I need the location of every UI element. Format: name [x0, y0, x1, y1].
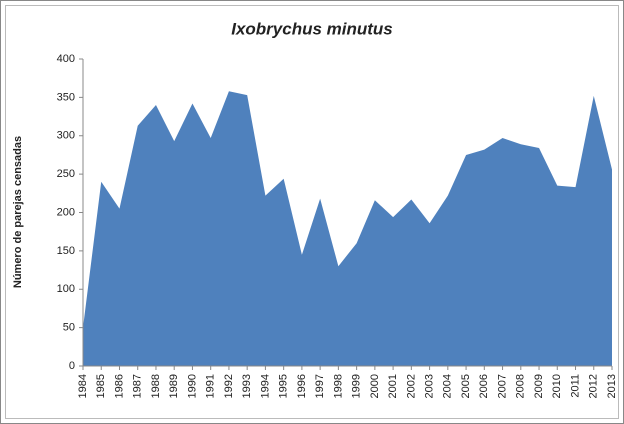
y-tick-label: 300 [57, 130, 75, 142]
x-tick-label: 1987 [132, 374, 144, 398]
x-tick-label: 2012 [588, 374, 600, 398]
x-tick-label: 1999 [351, 374, 363, 398]
x-tick-label: 2009 [533, 374, 545, 398]
x-tick-label: 2000 [369, 374, 381, 398]
x-tick-label: 2013 [606, 374, 618, 398]
y-tick-label: 50 [63, 322, 75, 334]
x-tick-label: 2011 [569, 374, 581, 398]
area [83, 91, 612, 367]
y-tick-label: 350 [57, 91, 75, 103]
x-tick-label: 2005 [460, 374, 472, 398]
x-tick-label: 1984 [77, 374, 89, 398]
x-tick-label: 2002 [405, 374, 417, 398]
y-axis-label: Número de parejas censadas [12, 136, 24, 288]
y-tick-label: 0 [69, 360, 75, 372]
y-tick-label: 250 [57, 168, 75, 180]
chart-border [5, 5, 619, 419]
x-tick-label: 2007 [496, 374, 508, 398]
chart-title: Ixobrychus minutus [231, 19, 393, 38]
x-tick-label: 1993 [241, 374, 253, 398]
y-tick-label: 100 [57, 283, 75, 295]
x-tick-label: 1991 [205, 374, 217, 398]
x-tick-label: 2008 [515, 374, 527, 398]
x-tick-label: 1986 [113, 374, 125, 398]
x-tick-label: 2001 [387, 374, 399, 398]
x-tick-label: 1985 [95, 374, 107, 398]
x-tick-label: 1989 [168, 374, 180, 398]
x-tick-label: 1998 [332, 374, 344, 398]
y-tick-label: 400 [57, 53, 75, 65]
x-tick-label: 1995 [278, 374, 290, 398]
x-tick-label: 1988 [150, 374, 162, 398]
x-tick-label: 2006 [478, 374, 490, 398]
x-tick-label: 1996 [296, 374, 308, 398]
x-tick-label: 1990 [186, 374, 198, 398]
x-tick-label: 1994 [259, 374, 271, 398]
x-tick-label: 2004 [442, 374, 454, 398]
x-tick-label: 1997 [314, 374, 326, 398]
y-tick-label: 200 [57, 206, 75, 218]
x-tick-label: 2010 [551, 374, 563, 398]
y-tick-label: 150 [57, 245, 75, 257]
x-tick-label: 1992 [223, 374, 235, 398]
x-tick-label: 2003 [423, 374, 435, 398]
